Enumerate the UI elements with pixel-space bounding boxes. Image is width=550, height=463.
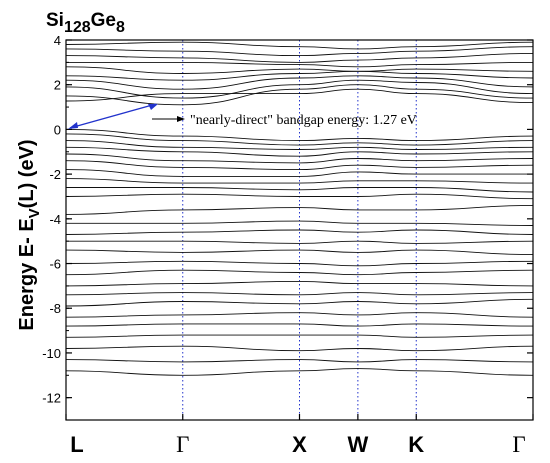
band-line-16 bbox=[66, 169, 533, 177]
band-line-30 bbox=[66, 312, 533, 318]
band-line-8 bbox=[66, 84, 533, 106]
band-line-28 bbox=[66, 292, 533, 296]
band-line-32 bbox=[66, 334, 533, 338]
x-tick-label: Γ bbox=[512, 432, 525, 457]
band-line-22 bbox=[66, 229, 533, 235]
band-line-1 bbox=[66, 46, 533, 57]
band-line-15 bbox=[66, 160, 533, 171]
title-mid: Ge bbox=[91, 10, 116, 31]
bandgap-double-arrow bbox=[69, 103, 157, 129]
ylabel-pre: Energy E- E bbox=[16, 218, 38, 330]
y-tick-label: -10 bbox=[42, 346, 61, 361]
x-tick-label: X bbox=[292, 432, 307, 457]
y-tick-label: 4 bbox=[54, 33, 61, 48]
band-line-27 bbox=[66, 280, 533, 287]
band-line-3 bbox=[66, 61, 533, 68]
x-tick-label: Γ bbox=[176, 432, 189, 457]
title-sub1: 128 bbox=[64, 19, 91, 36]
band-line-33 bbox=[66, 345, 533, 352]
band-line-24 bbox=[66, 249, 533, 256]
band-line-0 bbox=[66, 41, 533, 50]
band-line-19 bbox=[66, 193, 533, 200]
y-tick-label: -4 bbox=[49, 212, 61, 227]
band-line-10 bbox=[66, 128, 533, 142]
band-lines bbox=[66, 41, 533, 376]
band-line-12 bbox=[66, 140, 533, 150]
chart-title: Si128Ge8 bbox=[46, 10, 125, 36]
symmetry-lines bbox=[182, 40, 417, 420]
band-line-6 bbox=[66, 75, 533, 90]
bandgap-annotation: "nearly-direct" bandgap energy: 1.27 eV bbox=[68, 103, 417, 129]
arrowhead-right bbox=[148, 104, 158, 110]
band-line-34 bbox=[66, 359, 533, 363]
y-tick-label: 2 bbox=[54, 78, 61, 93]
ylabel-sub: V bbox=[26, 208, 43, 218]
band-line-26 bbox=[66, 269, 533, 276]
band-line-29 bbox=[66, 298, 533, 307]
y-tick-label: -8 bbox=[49, 301, 61, 316]
band-line-17 bbox=[66, 178, 533, 184]
band-line-18 bbox=[66, 187, 533, 193]
pointer-arrowhead bbox=[177, 116, 185, 122]
band-line-35 bbox=[66, 368, 533, 376]
band-line-20 bbox=[66, 204, 533, 215]
band-line-9 bbox=[66, 88, 533, 104]
y-tick-label: -6 bbox=[49, 257, 61, 272]
ylabel-post: (L) (eV) bbox=[16, 139, 38, 208]
x-tick-label: W bbox=[347, 432, 368, 457]
band-line-11 bbox=[66, 133, 533, 146]
arrowhead-left bbox=[68, 122, 78, 129]
band-line-21 bbox=[66, 220, 533, 226]
band-line-4 bbox=[66, 66, 533, 74]
band-line-5 bbox=[66, 70, 533, 81]
y-tick-label: 0 bbox=[54, 122, 61, 137]
x-tick-label: L bbox=[70, 432, 83, 457]
y-axis-label: Energy E- EV(L) (eV) bbox=[16, 139, 43, 330]
x-tick-label: K bbox=[408, 432, 424, 457]
bandgap-annotation-text: "nearly-direct" bandgap energy: 1.27 eV bbox=[190, 113, 417, 128]
band-line-23 bbox=[66, 240, 533, 244]
band-line-7 bbox=[66, 79, 533, 99]
y-tick-label: -2 bbox=[49, 167, 61, 182]
band-line-31 bbox=[66, 323, 533, 327]
y-tick-label: -12 bbox=[42, 391, 61, 406]
band-line-13 bbox=[66, 146, 533, 157]
y-ticks: 4 2 0 -2 -4 -6 -8 -10 -12 bbox=[42, 33, 533, 421]
title-sub2: 8 bbox=[116, 19, 125, 36]
band-line-14 bbox=[66, 153, 533, 164]
band-line-25 bbox=[66, 260, 533, 267]
title-base: Si bbox=[46, 10, 64, 31]
band-line-2 bbox=[66, 52, 533, 63]
